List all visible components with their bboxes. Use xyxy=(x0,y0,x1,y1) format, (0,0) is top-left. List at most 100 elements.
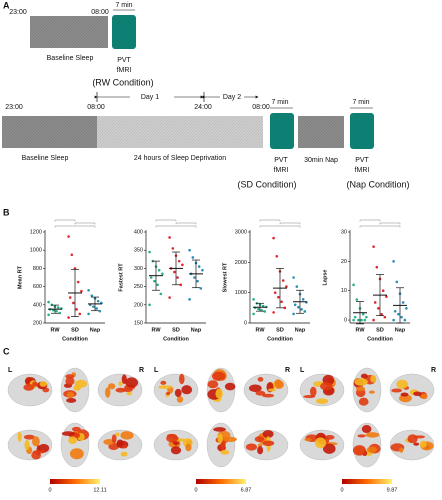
activation xyxy=(65,376,75,386)
y-tick-label: 20 xyxy=(341,259,347,265)
condition: (Nap Condition) xyxy=(346,179,409,189)
data-point xyxy=(303,310,307,313)
sleep-block xyxy=(30,16,108,48)
data-point xyxy=(87,288,90,292)
y-tick-label: 400 xyxy=(33,302,42,308)
data-point xyxy=(70,253,74,257)
activation xyxy=(220,442,226,451)
activation xyxy=(360,373,368,379)
activation xyxy=(356,386,366,392)
activation xyxy=(24,439,30,451)
y-axis-label: Mean RT xyxy=(17,265,23,289)
significance-bracket xyxy=(359,225,401,228)
data-point xyxy=(357,318,360,322)
task: fMRI xyxy=(355,167,370,174)
activation xyxy=(262,430,274,438)
data-point xyxy=(173,270,176,274)
activation xyxy=(32,381,38,387)
data-point xyxy=(277,295,280,299)
activation xyxy=(68,436,78,444)
activation xyxy=(400,392,409,397)
task: PVT xyxy=(355,157,369,164)
significance-bracket xyxy=(379,222,401,225)
activation xyxy=(419,440,427,448)
activation xyxy=(310,386,317,397)
data-point xyxy=(301,298,305,301)
significance-bracket xyxy=(175,222,197,225)
activation xyxy=(248,384,262,392)
y-tick-label: 200 xyxy=(33,320,42,326)
activation xyxy=(254,436,265,443)
data-point xyxy=(377,307,380,310)
activation xyxy=(66,391,75,399)
activation xyxy=(207,380,219,389)
data-point xyxy=(273,291,277,294)
data-point xyxy=(295,285,299,288)
y-tick-label: 350 xyxy=(134,248,143,254)
activation xyxy=(61,431,75,436)
data-point xyxy=(148,303,151,307)
data-point xyxy=(381,289,385,293)
data-point xyxy=(92,305,95,308)
condition: (RW Condition) xyxy=(92,77,153,87)
y-tick-label: 30 xyxy=(341,229,347,235)
activation xyxy=(166,391,171,396)
data-point xyxy=(263,310,267,313)
activation xyxy=(174,388,182,398)
activation xyxy=(262,440,275,447)
nap-block xyxy=(298,116,344,148)
activation xyxy=(268,388,276,392)
scan-block xyxy=(112,15,136,49)
data-point xyxy=(179,283,183,287)
activation xyxy=(160,380,167,385)
activation xyxy=(32,450,46,454)
activation xyxy=(120,431,134,440)
data-point xyxy=(55,309,58,313)
data-point xyxy=(80,289,83,293)
data-point xyxy=(196,279,199,283)
activation xyxy=(304,438,312,442)
x-tick-label: SD xyxy=(376,327,384,333)
data-point xyxy=(261,304,265,308)
y-axis-label: Lapse xyxy=(322,270,328,286)
y-tick-label: 1000 xyxy=(30,248,42,254)
activation xyxy=(115,387,126,393)
x-tick-label: SD xyxy=(172,327,180,333)
data-point xyxy=(76,280,80,284)
colorbar-label: 9.87 xyxy=(387,487,398,493)
activation xyxy=(111,434,117,444)
activation xyxy=(370,375,377,383)
x-tick-label: Nap xyxy=(295,327,306,333)
data-point xyxy=(275,254,279,258)
activation xyxy=(69,448,84,460)
x-tick-label: Nap xyxy=(90,327,101,333)
significance-bracket xyxy=(259,219,281,222)
y-axis-label: Fastest RT xyxy=(118,263,124,292)
data-point xyxy=(188,248,191,252)
activation xyxy=(115,432,120,437)
activation xyxy=(420,393,428,400)
task: PVT xyxy=(274,157,288,164)
x-tick-label: Nap xyxy=(395,327,406,333)
colorbar-label: 12.11 xyxy=(93,487,106,493)
data-point xyxy=(95,307,98,310)
activation xyxy=(122,445,128,449)
activation xyxy=(257,446,264,455)
data-point xyxy=(98,309,102,313)
activation xyxy=(358,397,369,406)
colorbar xyxy=(196,479,246,484)
hemisphere-label: R xyxy=(431,367,436,374)
data-point xyxy=(355,298,359,301)
x-axis-label: Condition xyxy=(367,336,393,342)
activation xyxy=(220,449,230,455)
colorbar-label: 0 xyxy=(48,487,51,493)
activation xyxy=(66,398,77,403)
data-point xyxy=(285,285,288,288)
data-point xyxy=(181,263,184,267)
activation xyxy=(255,390,266,396)
activation xyxy=(158,385,173,389)
y-tick-label: 2000 xyxy=(235,260,247,266)
scan-block xyxy=(270,113,294,149)
